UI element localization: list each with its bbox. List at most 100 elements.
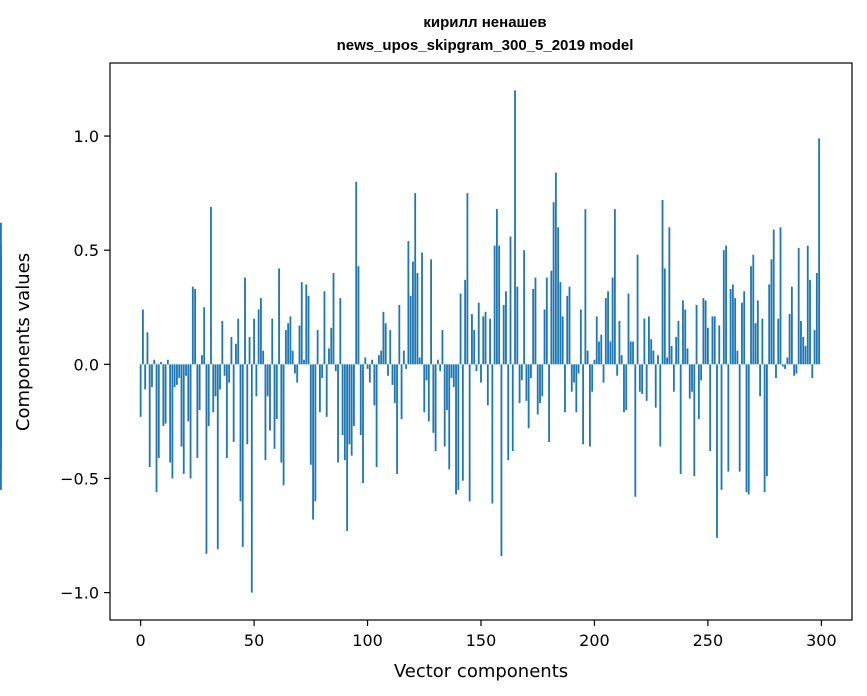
bar-8 (157, 364, 160, 458)
bar-239 (682, 300, 684, 365)
bar-38 (225, 364, 228, 458)
bar-273 (759, 364, 762, 397)
bar-149 (477, 302, 480, 365)
bar-28 (203, 307, 206, 365)
bar-158 (498, 245, 501, 365)
bar-72 (303, 359, 305, 365)
bar-79 (318, 364, 321, 413)
bar-214 (625, 364, 628, 410)
bar-26 (198, 364, 201, 410)
bar-190 (570, 364, 573, 392)
bar-198 (589, 364, 591, 447)
x-axis-label: Vector components (394, 661, 568, 682)
bar-46 (244, 277, 246, 365)
y-tick-label: 0.0 (74, 355, 99, 374)
bar-98 (362, 364, 364, 484)
bar-106 (380, 350, 383, 365)
bar-216 (629, 341, 632, 365)
bar-27 (200, 355, 203, 365)
bar-139 (455, 364, 457, 495)
bar-17 (178, 364, 181, 379)
bar-285 (786, 357, 789, 365)
bar-294 (806, 245, 809, 365)
bar-173 (532, 289, 535, 365)
bar-219 (636, 254, 639, 365)
bar-252 (711, 316, 714, 365)
bar-90 (343, 364, 346, 461)
bar-119 (409, 295, 412, 365)
bar-196 (584, 209, 587, 365)
bar-174 (534, 277, 537, 365)
bar-263 (736, 350, 739, 365)
bar-221 (641, 364, 644, 395)
bar-81 (323, 291, 326, 365)
bar-220 (638, 364, 641, 392)
bar-227 (654, 364, 657, 408)
bar-15 (173, 364, 176, 388)
bar-162 (507, 364, 510, 461)
bar-136 (448, 364, 451, 470)
chart-subtitle: news_upos_skipgram_300_5_2019 model (337, 37, 634, 54)
bar-204 (602, 364, 605, 383)
bar-289 (795, 364, 798, 374)
bar-251 (709, 364, 712, 452)
bar-61 (278, 268, 280, 365)
bar-207 (609, 341, 612, 365)
bar-278 (770, 259, 773, 365)
bar-74 (307, 295, 310, 365)
bar-100 (366, 364, 369, 369)
bar-241 (686, 348, 689, 365)
bar-157 (495, 209, 498, 365)
bar-163 (509, 236, 512, 365)
bar-166 (516, 286, 519, 365)
bar-293 (804, 346, 807, 365)
bar-84 (330, 327, 333, 365)
bar-85 (332, 273, 335, 365)
bar-23 (191, 286, 194, 365)
bar-125 (423, 364, 426, 413)
bar-0 (139, 364, 142, 417)
bar-224 (648, 316, 650, 365)
bar-184 (557, 227, 560, 365)
bar-36 (221, 320, 224, 365)
bar-170 (525, 364, 528, 401)
bar-172 (530, 364, 532, 379)
bar-95 (355, 181, 358, 365)
bar-191 (573, 364, 575, 383)
y-tick-label: −1.0 (60, 584, 99, 603)
bar-245 (695, 304, 698, 365)
bar-205 (604, 298, 607, 365)
bar-52 (257, 309, 260, 365)
bar-180 (548, 364, 550, 442)
bar-133 (441, 330, 444, 365)
bar-175 (536, 364, 539, 415)
bar-3 (146, 332, 149, 365)
bar-281 (777, 318, 780, 365)
bar-59 (273, 364, 276, 449)
bar-169 (523, 250, 526, 365)
bar-274 (761, 318, 764, 365)
bar-19 (182, 364, 185, 474)
bar-62 (280, 364, 283, 463)
bar-56 (266, 364, 269, 397)
bar-295 (809, 279, 811, 365)
bar-153 (486, 364, 489, 406)
bar-277 (768, 284, 771, 365)
bar-230 (661, 199, 664, 365)
bar-68 (294, 364, 296, 374)
bar-30 (207, 364, 210, 426)
bar-undefined (0, 364, 2, 429)
bar-18 (180, 364, 183, 447)
x-tick-label: 150 (466, 631, 497, 650)
bar-177 (541, 364, 544, 397)
bar-71 (300, 282, 303, 365)
chart-title: кирилл ненашев (423, 14, 546, 31)
bar-222 (643, 318, 646, 365)
bar-272 (756, 300, 759, 365)
bar-67 (291, 350, 294, 365)
bar-75 (309, 364, 312, 465)
bar-43 (237, 318, 240, 365)
bar-232 (666, 357, 668, 365)
bar-137 (450, 364, 453, 379)
bar-235 (672, 364, 675, 392)
